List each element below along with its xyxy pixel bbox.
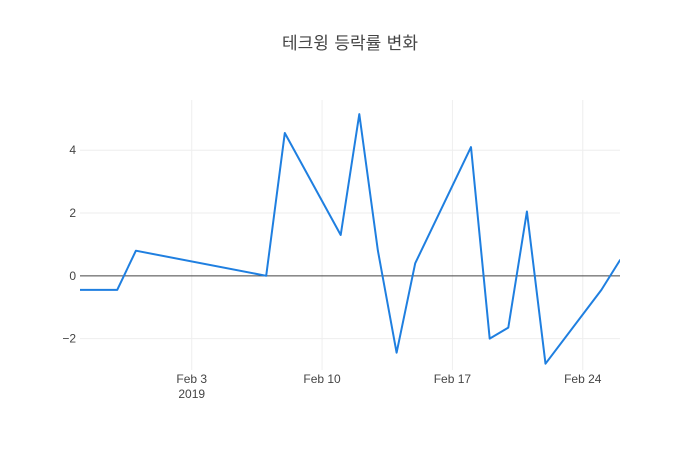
y-tick-label: 2 (69, 206, 76, 220)
x-tick-label: Feb 10 (303, 372, 341, 386)
y-tick-label: −2 (62, 332, 76, 346)
x-tick-label: Feb 3 (176, 372, 207, 386)
x-tick-label: Feb 24 (564, 372, 602, 386)
y-axis: −2 0 2 4 (62, 143, 76, 345)
chart-title: 테크윙 등락률 변화 (282, 34, 418, 54)
series-line (80, 113, 620, 365)
x-gridlines (191, 100, 584, 370)
plot-area (80, 113, 620, 365)
y-gridlines (80, 149, 620, 340)
x-tick-year-label: 2019 (178, 387, 205, 401)
y-tick-label: 0 (69, 269, 76, 283)
y-tick-label: 4 (69, 143, 76, 157)
x-tick-label: Feb 17 (434, 372, 472, 386)
